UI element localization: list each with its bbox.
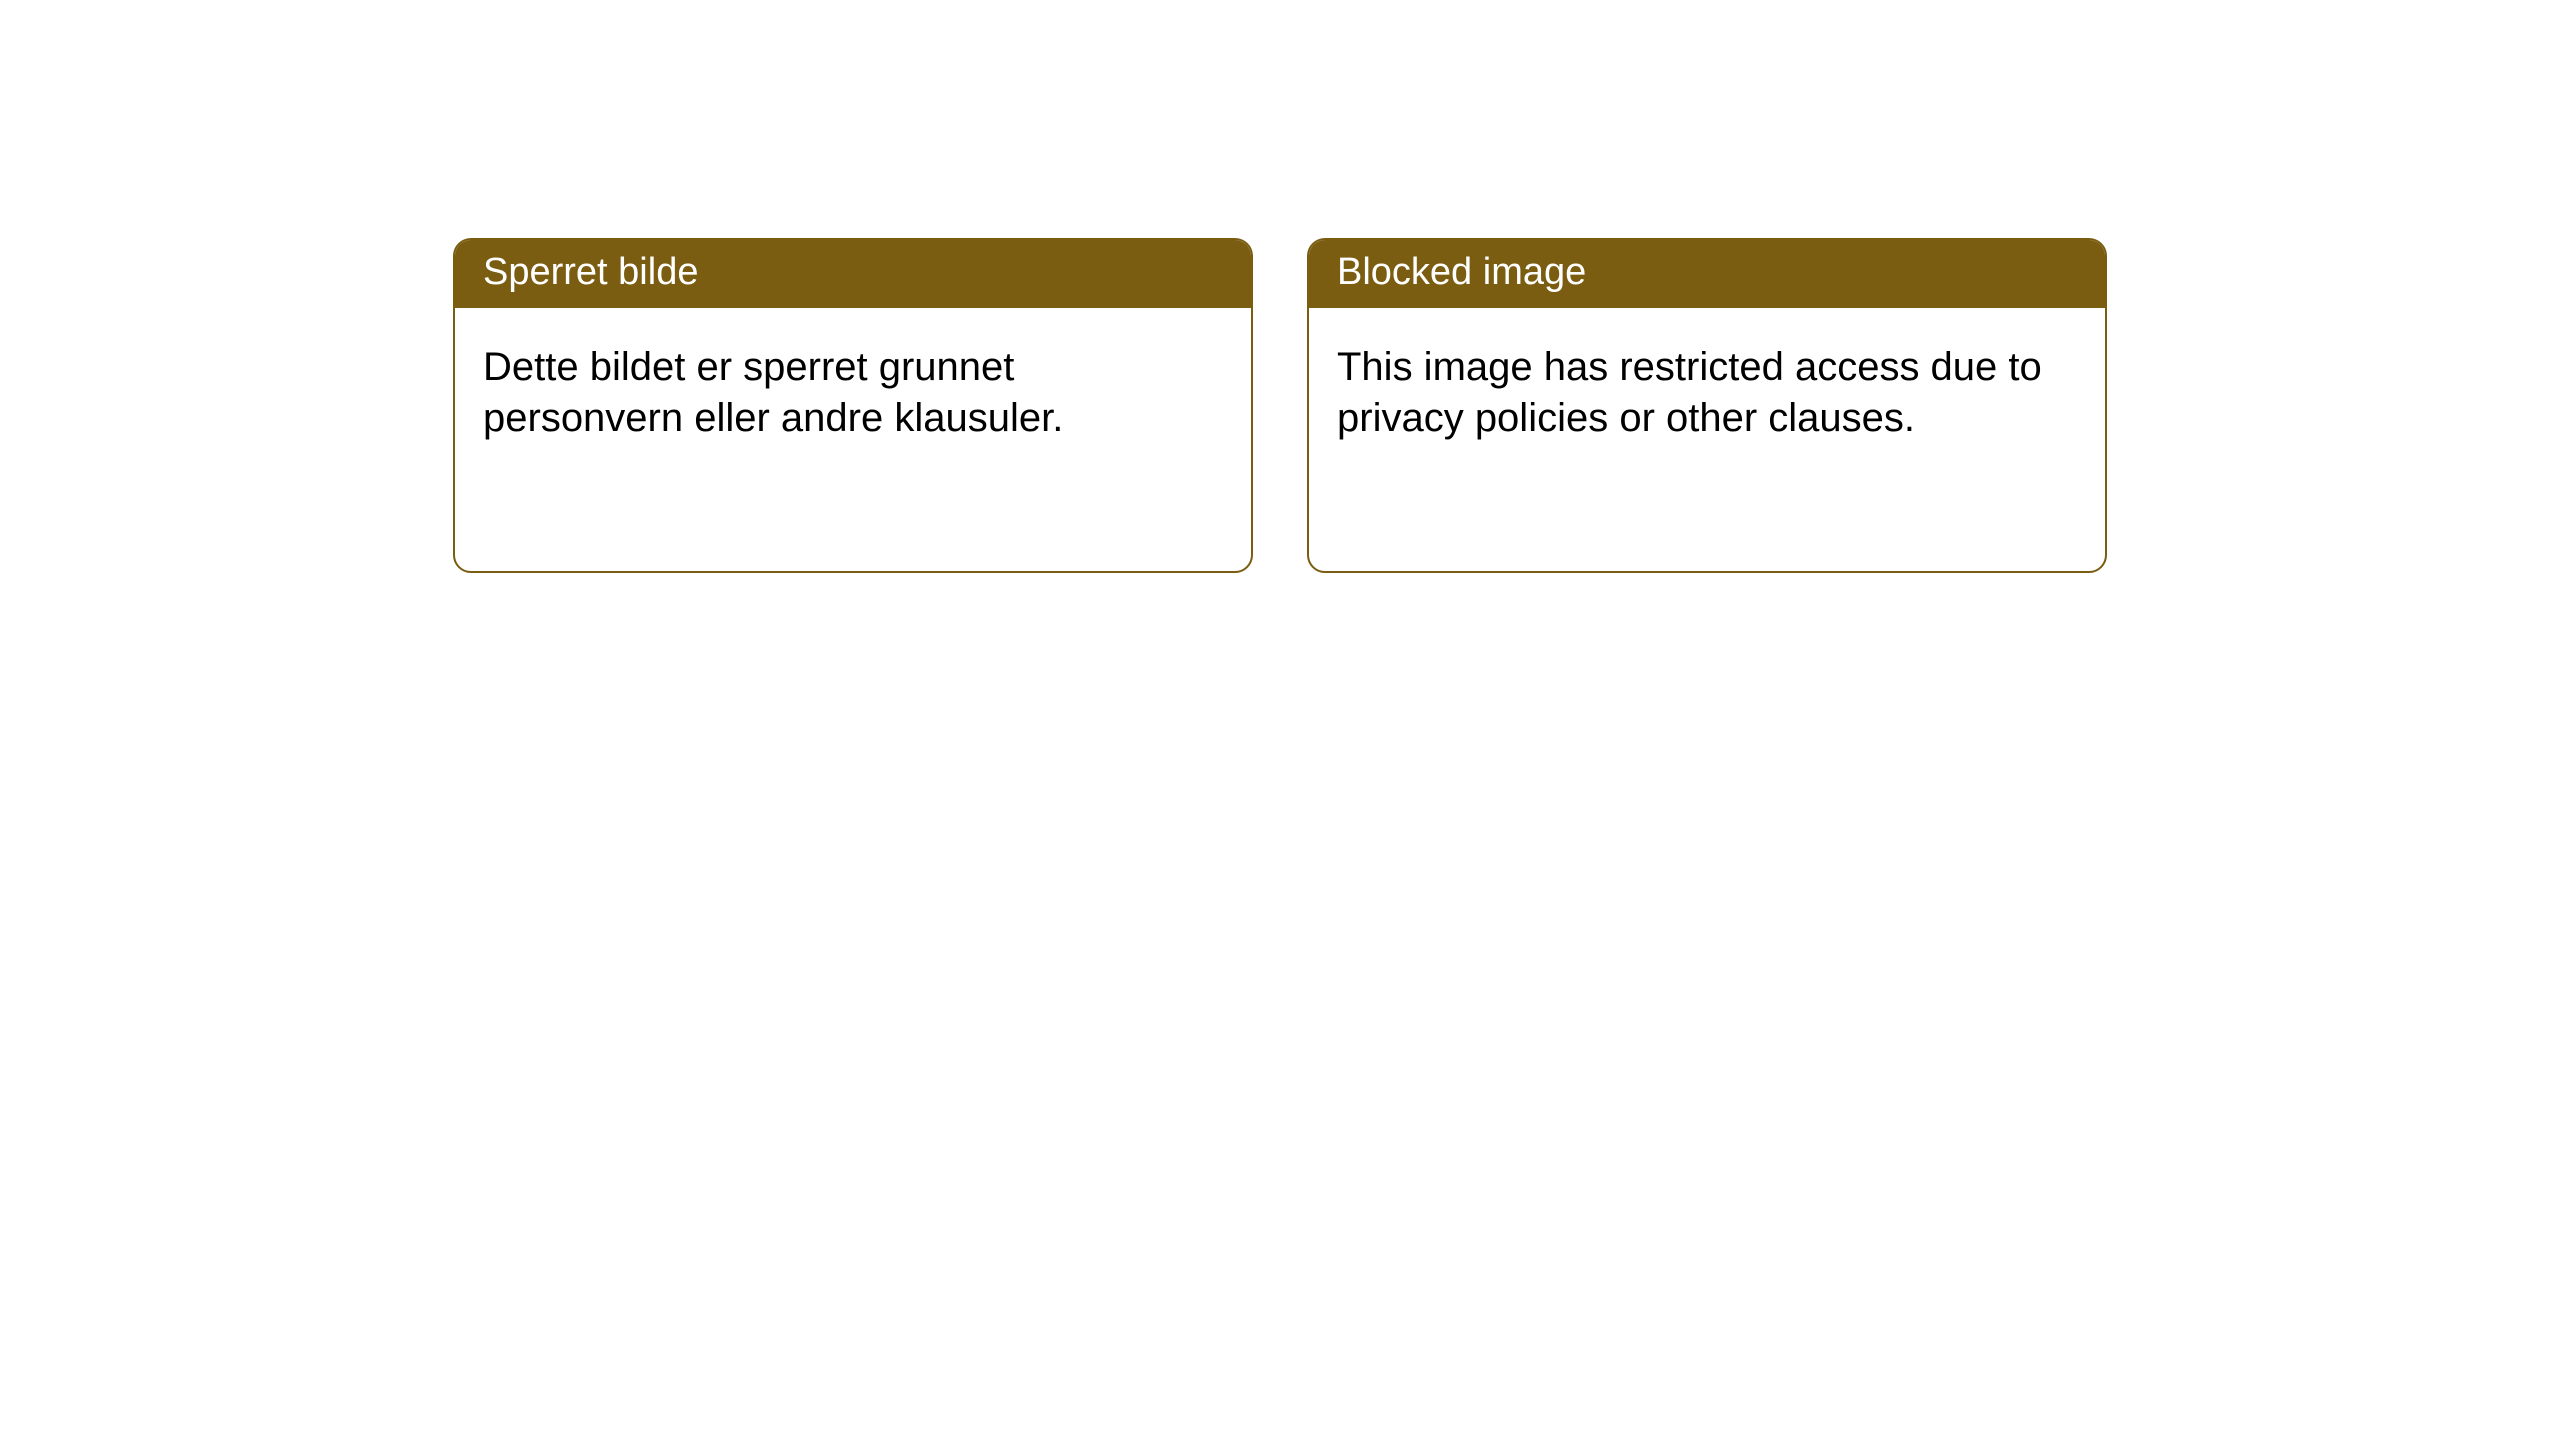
- notice-container: Sperret bilde Dette bildet er sperret gr…: [0, 0, 2560, 573]
- notice-body-english: This image has restricted access due to …: [1309, 308, 2105, 472]
- notice-title-norwegian: Sperret bilde: [455, 240, 1251, 308]
- notice-body-norwegian: Dette bildet er sperret grunnet personve…: [455, 308, 1251, 472]
- notice-title-english: Blocked image: [1309, 240, 2105, 308]
- notice-card-english: Blocked image This image has restricted …: [1307, 238, 2107, 573]
- notice-card-norwegian: Sperret bilde Dette bildet er sperret gr…: [453, 238, 1253, 573]
